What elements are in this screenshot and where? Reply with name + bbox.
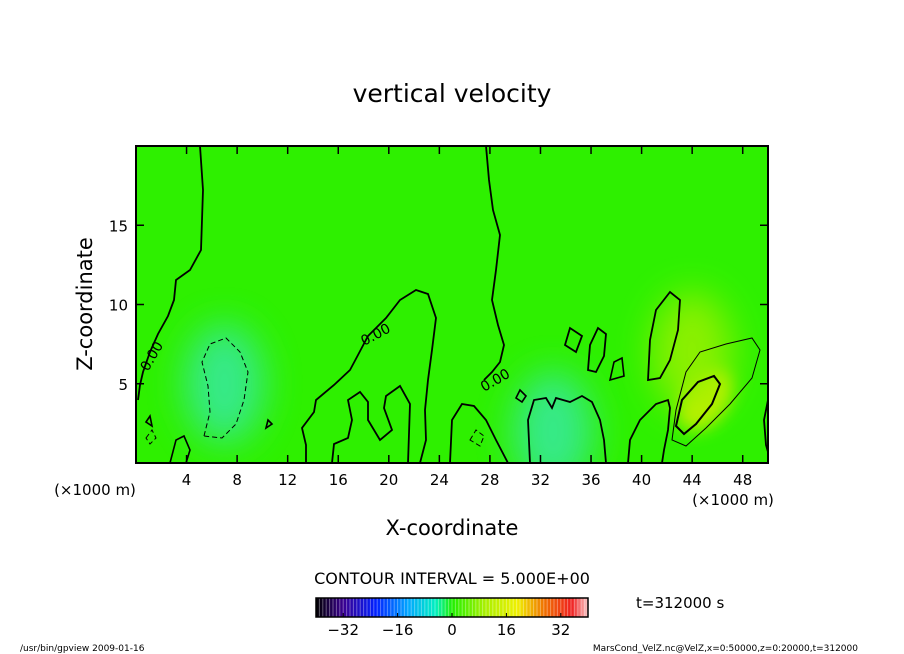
updraft-core-contour [674,374,722,436]
y-axis: 5 10 15 [109,217,768,394]
x-tick-label: 16 [329,471,348,489]
x-tick-label: 20 [379,471,398,489]
positive-contour-line [671,337,761,447]
x-tick-label: 12 [278,471,297,489]
negative-contour-line [201,337,249,439]
y-tick-label: 5 [118,376,128,394]
zero-contour-line [483,146,505,381]
footer-left: /usr/bin/gpview 2009-01-16 [20,644,145,654]
plot-area: 0.00 0.00 0.00 [135,145,769,464]
x-axis: 4 8 12 16 20 24 28 32 36 40 44 48 [182,146,752,489]
field-shading [184,292,733,463]
colorbar-tick-label: 16 [497,621,516,639]
colorbar-fill [316,598,588,617]
footer-right: MarsCond_VelZ.nc@VelZ,x=0:50000,z=0:2000… [593,644,858,654]
x-unit-left: (×1000 m) [54,481,136,499]
colorbar-tick-label: −16 [382,621,414,639]
x-tick-label: 8 [232,471,242,489]
x-axis-label: X-coordinate [386,516,519,540]
zero-contour-line [449,403,509,463]
x-tick-label: 24 [430,471,449,489]
zero-contour-line [608,356,625,382]
time-label: t=312000 s [636,594,724,612]
zero-contour-line [627,398,671,463]
zero-contour-line [647,290,681,382]
x-tick-label: 44 [683,471,702,489]
x-unit-right: (×1000 m) [692,491,774,509]
zero-contour-line [587,326,607,374]
x-tick-label: 28 [480,471,499,489]
zero-contour-line [137,146,204,401]
negative-contour-line [145,429,157,445]
chart-title: vertical velocity [353,79,552,108]
zero-contour-line [301,289,437,463]
x-tick-label: 32 [531,471,550,489]
x-tick-label: 36 [581,471,600,489]
zero-contour-line [563,326,584,354]
zero-contour-line [527,394,607,463]
zero-contour-line [169,434,191,463]
colorbar-tick-label: −32 [327,621,359,639]
zero-contour-line [144,413,154,428]
zero-contour-line [331,384,411,463]
colorbar-tick-label: 0 [447,621,457,639]
y-axis-label: Z-coordinate [73,237,97,371]
zero-contour-line [514,388,528,404]
colorbar: −32 −16 0 16 32 [315,597,589,639]
x-tick-label: 40 [632,471,651,489]
negative-contour-line [469,429,485,447]
colorbar-tick-label: 32 [551,621,570,639]
contour-interval-text: CONTOUR INTERVAL = 5.000E+00 [314,569,590,588]
downdraft-region [513,371,594,463]
downdraft-region [184,323,265,444]
y-tick-label: 15 [109,217,128,235]
x-tick-label: 4 [182,471,192,489]
x-tick-label: 48 [733,471,752,489]
zero-contour-line [264,418,274,430]
updraft-region [652,292,733,413]
y-tick-label: 10 [109,297,128,315]
